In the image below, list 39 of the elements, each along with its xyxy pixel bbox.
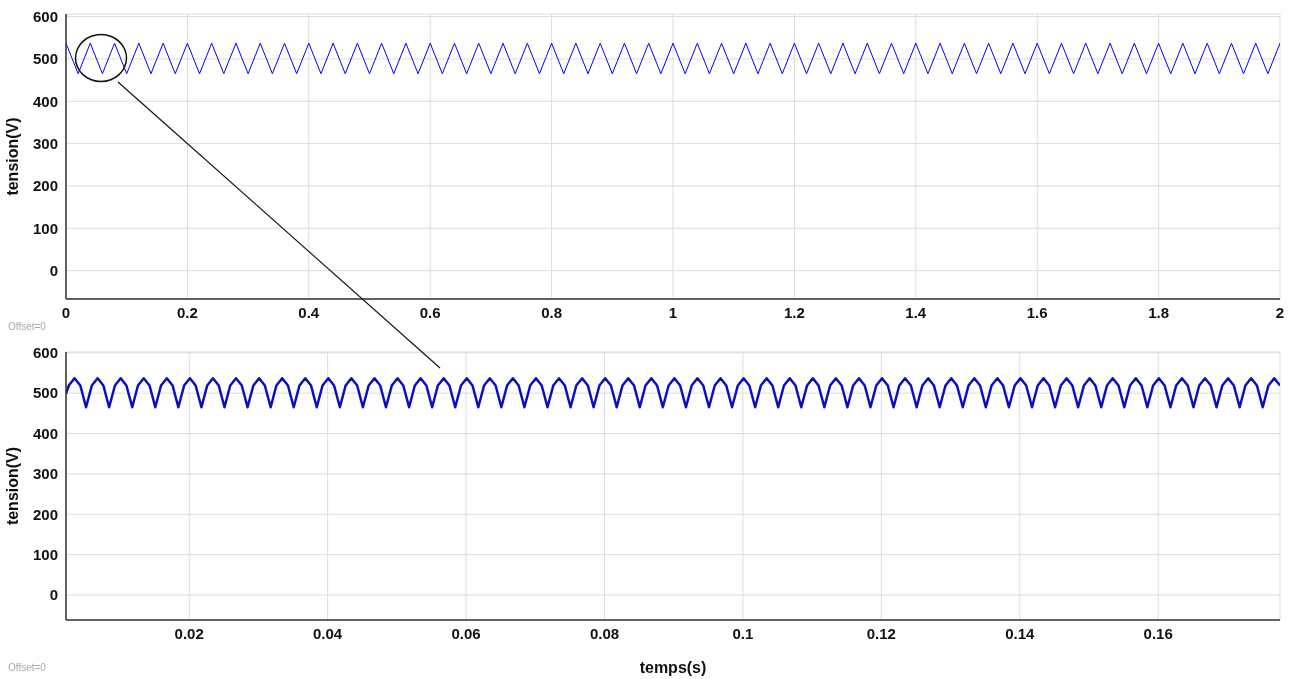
y-tick-label: 300 (32, 465, 58, 483)
x-tick-label: 0.04 (313, 624, 343, 642)
x-tick-label: 1.2 (783, 303, 805, 321)
y-tick-label: 100 (32, 545, 58, 563)
y-tick-label: 600 (32, 7, 58, 25)
text: Offset=0 (8, 321, 46, 332)
line-series (66, 376, 1280, 409)
x-tick-label: 0.12 (866, 624, 896, 642)
x-tick-label: 0.14 (1005, 624, 1036, 642)
x-tick-label: 0.1 (732, 624, 754, 642)
x-tick-label: 0.4 (298, 303, 320, 321)
y-axis-title: tension(V) (3, 446, 21, 526)
x-tick-label: 2 (1275, 303, 1285, 321)
y-tick-label: 500 (32, 50, 58, 68)
x-tick-label: 0.02 (174, 624, 204, 642)
y-tick-label: 400 (32, 92, 58, 110)
y-tick-label: 0 (49, 586, 58, 604)
y-axis-title: tension(V) (3, 117, 21, 196)
x-tick-label: 0.06 (451, 624, 481, 642)
y-tick-label: 500 (32, 384, 58, 402)
x-axis-title: temps(s) (639, 659, 707, 676)
y-tick-label: 0 (49, 261, 58, 279)
y-tick-label: 300 (32, 134, 58, 152)
x-tick-label: 0.16 (1143, 624, 1173, 642)
x-tick-label: 0.6 (419, 303, 441, 321)
y-tick-label: 200 (32, 505, 58, 523)
x-tick-label: 1.8 (1148, 303, 1170, 321)
text: Offset=0 (8, 662, 46, 673)
x-tick-label: 0.8 (541, 303, 563, 321)
x-tick-label: 0.08 (589, 624, 620, 642)
y-tick-label: 200 (32, 177, 58, 195)
x-tick-label: 1 (668, 303, 678, 321)
y-tick-label: 600 (32, 344, 58, 362)
x-tick-label: 1.4 (905, 303, 927, 321)
y-tick-label: 100 (32, 219, 58, 237)
x-tick-label: 1.6 (1026, 303, 1048, 321)
x-tick-label: 0 (61, 303, 71, 321)
y-tick-label: 400 (32, 424, 58, 442)
x-tick-label: 0.2 (176, 303, 198, 321)
